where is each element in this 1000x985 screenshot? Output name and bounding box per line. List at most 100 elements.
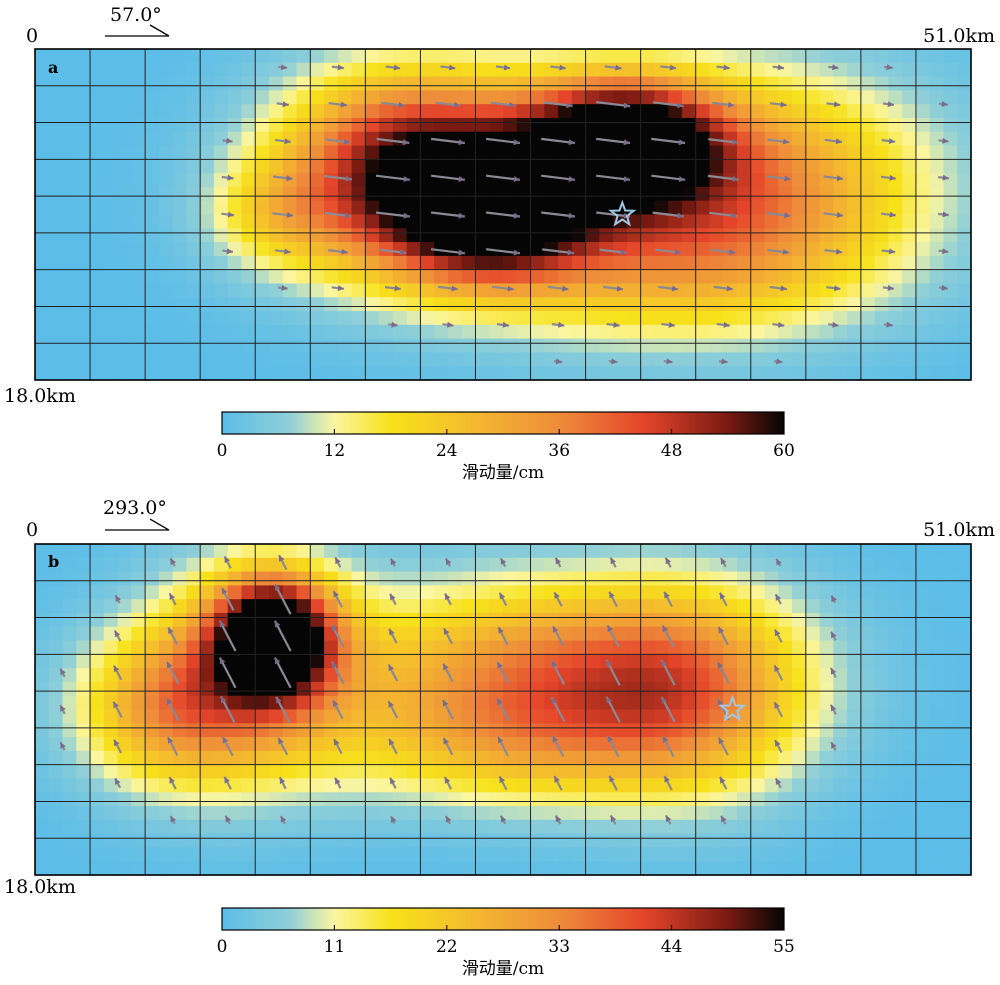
heat-cell: [558, 145, 573, 160]
heat-cell: [915, 200, 931, 216]
heat-cell: [489, 104, 504, 119]
heat-cell: [874, 131, 890, 147]
slip-vector-head: [665, 815, 672, 823]
heat-cell: [847, 792, 862, 807]
heat-cell: [35, 269, 50, 285]
heat-cell: [915, 297, 931, 312]
slip-vector-head: [552, 626, 559, 633]
heat-cell: [76, 764, 91, 780]
heat-cell: [35, 338, 50, 354]
heat-cell: [819, 186, 834, 202]
heat-cell: [475, 186, 490, 202]
heat-cell: [117, 571, 132, 586]
heat-cell: [778, 819, 793, 835]
heat-cell: [764, 62, 779, 78]
heat-cell: [103, 131, 119, 147]
heat-cell: [957, 186, 972, 202]
heat-cell: [599, 255, 614, 271]
heat-cell: [420, 338, 435, 354]
heat-cell: [282, 792, 298, 807]
heat-cell: [489, 269, 504, 285]
heat-cell: [103, 242, 119, 257]
heat-cell: [90, 571, 105, 586]
slip-vector-head: [113, 701, 119, 709]
heat-cell: [847, 571, 862, 586]
heat-cell: [516, 806, 532, 821]
heat-cell: [475, 668, 490, 683]
heat-cell: [874, 833, 890, 849]
heat-cell: [434, 90, 449, 105]
heat-cell: [35, 214, 50, 229]
heat-cell: [558, 654, 573, 669]
slip-vector-head: [615, 64, 622, 71]
heat-cell: [819, 833, 834, 849]
heat-cell: [406, 338, 422, 354]
heat-cell: [172, 269, 188, 285]
heat-cell: [888, 640, 903, 655]
heat-cell: [351, 49, 366, 64]
heat-cell: [461, 723, 477, 738]
heat-cell: [943, 352, 958, 367]
heat-cell: [447, 104, 463, 119]
heat-cell: [447, 695, 463, 711]
heat-cell: [681, 709, 697, 724]
heat-cell: [833, 847, 848, 862]
heat-cell: [227, 626, 243, 642]
heat-cell: [475, 90, 490, 105]
heat-cell: [737, 612, 752, 628]
heat-cell: [131, 338, 146, 354]
heat-cell: [255, 297, 270, 312]
heat-cell: [778, 626, 793, 642]
slip-vector-head: [167, 737, 174, 744]
heat-cell: [709, 49, 724, 64]
heat-cell: [847, 49, 862, 64]
heat-cell: [599, 145, 614, 160]
heat-cell: [255, 654, 270, 669]
heat-cell: [324, 557, 339, 573]
heat-cell: [35, 681, 50, 697]
heat-cell: [420, 159, 435, 174]
slip-vector-head: [562, 285, 569, 292]
heat-cell: [929, 668, 945, 683]
heat-cell: [282, 173, 298, 188]
heat-cell: [874, 778, 890, 793]
heat-cell: [695, 297, 711, 312]
heat-cell: [434, 324, 449, 340]
heat-cell: [255, 640, 270, 655]
heat-cell: [62, 242, 77, 257]
heat-cell: [915, 283, 931, 298]
heat-cell: [62, 214, 77, 229]
heat-cell: [585, 723, 600, 738]
heat-cell: [131, 352, 146, 367]
heat-cell: [434, 723, 449, 738]
heat-cell: [103, 200, 119, 216]
heat-cell: [461, 159, 477, 174]
heat-cell: [530, 599, 545, 614]
heat-cell: [269, 599, 284, 614]
heat-cell: [874, 764, 890, 780]
heat-cell: [943, 806, 958, 821]
heat-cell: [681, 283, 697, 298]
heat-cell: [158, 723, 174, 738]
heat-cell: [213, 242, 229, 257]
heat-cell: [131, 544, 146, 559]
heat-cell: [516, 117, 532, 133]
heat-cell: [860, 599, 876, 614]
heat-cell: [76, 49, 91, 64]
heat-cell: [434, 338, 449, 354]
heat-cell: [35, 255, 50, 271]
slip-vector-head: [281, 284, 288, 291]
heat-cell: [833, 145, 848, 160]
heat-cell: [337, 626, 353, 642]
heat-cell: [902, 709, 917, 724]
heat-cell: [778, 200, 793, 216]
heat-cell: [571, 90, 587, 105]
heat-cell: [860, 640, 876, 655]
heat-cell: [915, 338, 931, 354]
heat-cell: [48, 544, 64, 559]
heat-cell: [819, 62, 834, 78]
heat-cell: [158, 159, 174, 174]
heat-cell: [420, 352, 435, 367]
heat-cell: [489, 311, 504, 326]
